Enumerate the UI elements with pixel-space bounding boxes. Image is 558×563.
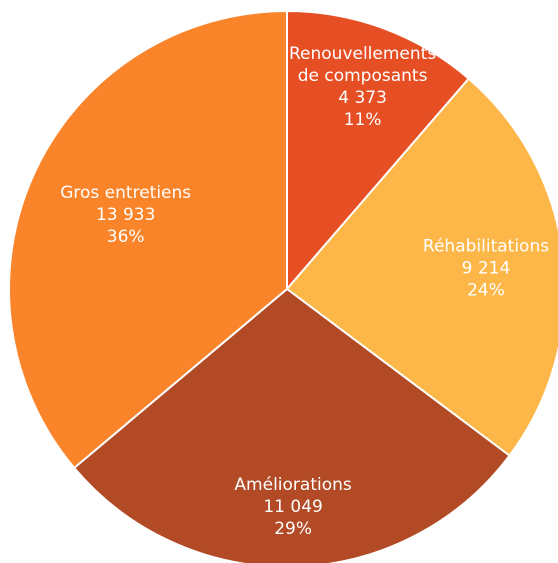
pie-slice-2: [73, 288, 511, 563]
slice-value-label: 13 933: [96, 205, 155, 225]
slice-label-0: Renouvellements de composants 4 373 11%: [289, 44, 436, 130]
pie-slice-0: [286, 10, 470, 290]
slice-category-label: Réhabilitations: [423, 236, 549, 256]
slice-category-label: de composants: [298, 66, 428, 86]
slice-category-label: Gros entretiens: [60, 183, 191, 203]
slice-percent-label: 11%: [344, 110, 382, 130]
slice-value-label: 9 214: [462, 258, 511, 278]
pie-slice-3: [8, 10, 288, 469]
pie-labels: Renouvellements de composants 4 373 11% Réha…: [60, 44, 549, 539]
slice-percent-label: 24%: [467, 280, 505, 300]
slice-percent-label: 36%: [107, 227, 145, 247]
slice-category-label: Améliorations: [234, 475, 351, 495]
slice-value-label: 11 049: [263, 497, 322, 517]
slice-label-2: Améliorations 11 049 29%: [234, 475, 351, 539]
slice-value-label: 4 373: [338, 88, 387, 108]
slice-label-3: Gros entretiens 13 933 36%: [60, 183, 191, 247]
slice-percent-label: 29%: [274, 519, 312, 539]
slice-label-1: Réhabilitations 9 214 24%: [423, 236, 549, 300]
pie-slices: [8, 10, 558, 563]
slice-category-label: Renouvellements: [289, 44, 436, 64]
pie-slice-1: [286, 77, 558, 457]
